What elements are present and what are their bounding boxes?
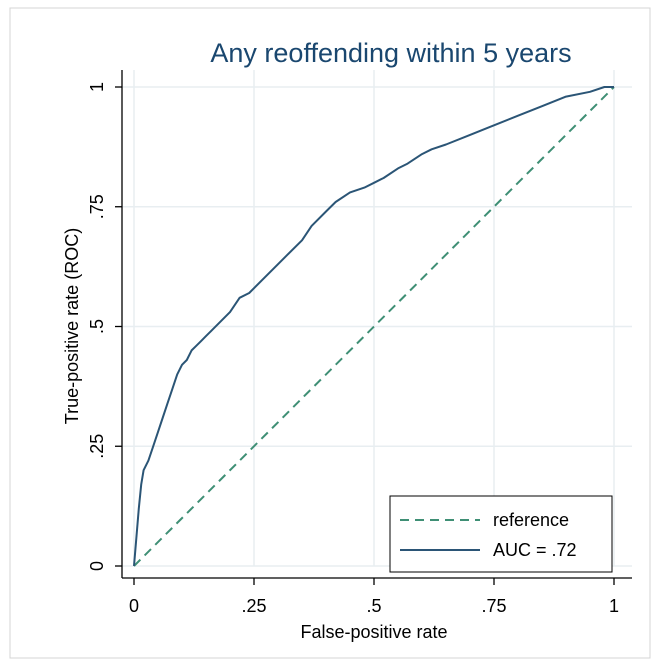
x-tick-label: .25 (241, 596, 266, 616)
y-tick-label: .25 (87, 434, 107, 459)
y-tick-label: 1 (87, 82, 107, 92)
x-tick-label: 0 (129, 596, 139, 616)
y-axis-label: True-positive rate (ROC) (62, 228, 82, 424)
legend: reference AUC = .72 (389, 495, 613, 573)
x-tick-label: 1 (609, 596, 619, 616)
legend-label-auc: AUC = .72 (493, 540, 577, 560)
axes: 0 .25 .5 .75 1 0 .25 .5 .75 1 (87, 70, 632, 616)
reference-line (133, 86, 615, 567)
roc-curve (133, 86, 614, 567)
y-tick-label: 0 (87, 561, 107, 571)
chart-title: Any reoffending within 5 years (210, 38, 571, 68)
x-tick-label: .5 (366, 596, 381, 616)
legend-box (389, 495, 613, 573)
outer-frame (9, 7, 651, 659)
series-layer (133, 86, 615, 567)
y-tick-label: .5 (87, 319, 107, 334)
y-tick-label: .75 (87, 194, 107, 219)
legend-label-reference: reference (493, 510, 569, 530)
x-axis-label: False-positive rate (300, 622, 447, 642)
x-tick-label: .75 (481, 596, 506, 616)
grid (122, 70, 632, 567)
